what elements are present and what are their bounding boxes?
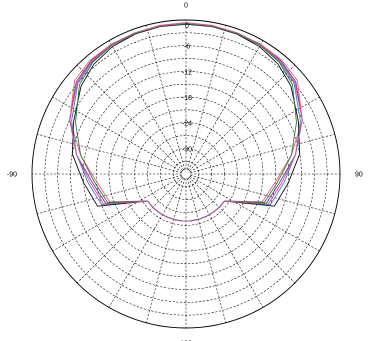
radial-tick-label: 0 — [185, 23, 189, 30]
grid-spoke — [37, 174, 182, 215]
grid-spoke — [37, 133, 182, 174]
grid-spoke — [190, 174, 335, 215]
grid-spoke — [186, 25, 227, 170]
grid-ring — [57, 45, 315, 303]
grid-spoke — [52, 96, 183, 173]
radial-tick-label: -18 — [182, 95, 192, 102]
grid-spoke — [76, 176, 184, 284]
angle-tick-label: -90 — [7, 172, 17, 179]
grid-spoke — [187, 177, 264, 308]
grid-spoke — [189, 175, 320, 252]
grid-ring — [121, 109, 251, 239]
radial-tick-label: -12 — [182, 69, 192, 76]
radial-tick-label: -24 — [182, 121, 192, 128]
grid-spoke — [186, 178, 227, 323]
angle-tick-label: 0 — [184, 3, 188, 10]
series-trace — [69, 22, 303, 222]
grid-spoke — [188, 176, 296, 284]
grid-spoke — [189, 96, 320, 173]
label-layer: 090180-900-6-12-18-24-30 — [7, 3, 363, 341]
polar-grid — [31, 19, 341, 329]
grid-spoke — [190, 133, 335, 174]
grid-ring — [83, 71, 289, 277]
grid-ring — [160, 148, 212, 200]
series-layer — [69, 22, 303, 222]
grid-spoke — [145, 178, 186, 323]
grid-spoke — [108, 177, 185, 308]
grid-spoke — [108, 40, 185, 171]
radial-tick-label: -6 — [184, 44, 190, 51]
angle-tick-label: 90 — [355, 172, 363, 179]
grid-spoke — [187, 40, 264, 171]
radial-tick-label: -30 — [182, 146, 192, 153]
grid-spoke — [76, 64, 184, 172]
grid-spoke — [52, 175, 183, 252]
grid-spoke — [188, 64, 296, 172]
grid-spoke — [145, 25, 186, 170]
